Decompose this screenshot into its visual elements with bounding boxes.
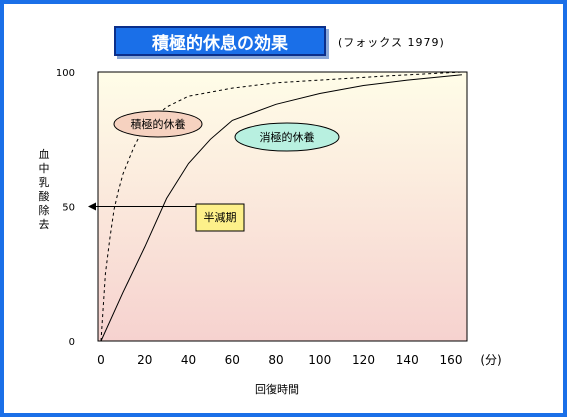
- legend-active-rest-label: 積極的休養: [131, 117, 186, 131]
- x-tick-label: 140: [396, 353, 419, 367]
- x-tick-label: 40: [181, 353, 196, 367]
- legend-passive-rest-bubble: [234, 122, 340, 152]
- x-tick-label: 160: [440, 353, 463, 367]
- series-line-passive-rest: [100, 74, 462, 342]
- x-axis-label: 回復時間: [255, 383, 299, 396]
- x-unit-label: (分): [480, 353, 501, 367]
- y-tick-label: 0: [69, 337, 75, 348]
- legend-active-rest-bubble: [113, 110, 203, 138]
- x-tick-label: 80: [268, 353, 283, 367]
- x-tick-label: 100: [308, 353, 331, 367]
- arrowhead-icon: [88, 202, 96, 211]
- x-tick-label: 0: [97, 353, 105, 367]
- y-tick-label: 50: [62, 203, 75, 214]
- series-line-active-rest: [100, 71, 462, 342]
- x-tick-label: 20: [137, 353, 152, 367]
- half-life-label: 半減期: [204, 210, 237, 224]
- source-citation: (フォックス 1979): [338, 36, 445, 49]
- half-life-box: [195, 203, 245, 232]
- legend-passive-rest-label: 消極的休養: [260, 130, 315, 144]
- x-tick-label: 60: [225, 353, 240, 367]
- x-tick-label: 120: [352, 353, 375, 367]
- y-tick-label: 100: [56, 68, 75, 79]
- y-axis-label: 血中乳酸除去: [38, 148, 50, 231]
- chart-title: 積極的休息の効果: [114, 26, 326, 56]
